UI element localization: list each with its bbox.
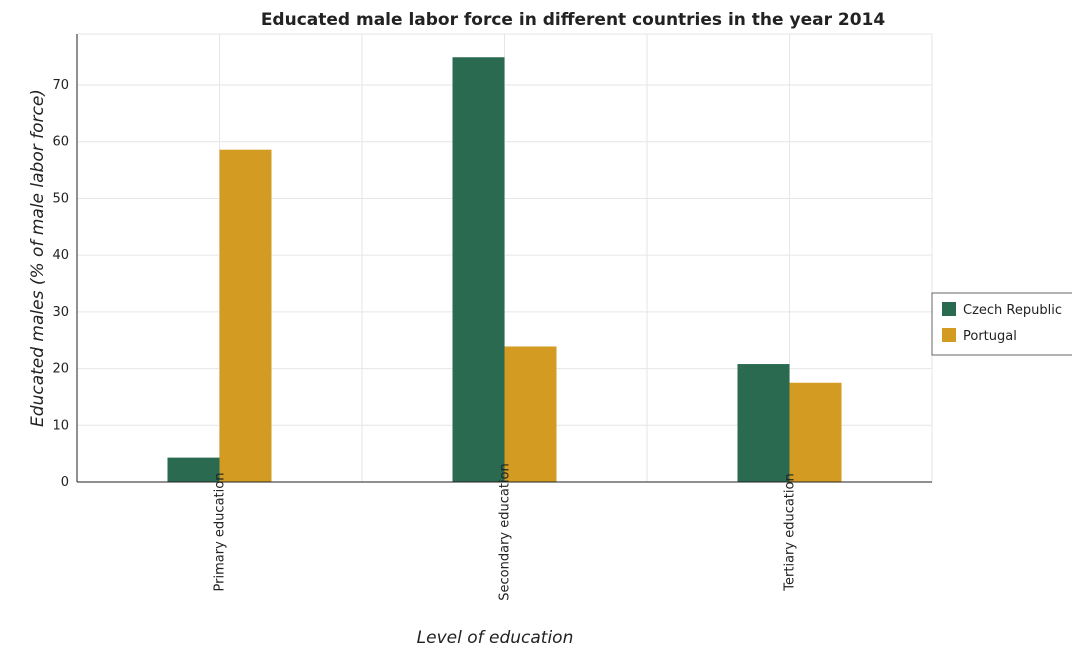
y-tick-label: 0 bbox=[61, 475, 69, 490]
legend-swatch-czech-republic bbox=[942, 302, 956, 316]
x-axis-label: Level of education bbox=[417, 628, 574, 648]
y-tick-label: 50 bbox=[52, 191, 69, 206]
bars bbox=[167, 57, 842, 482]
bar-czech-republic-secondary-education bbox=[452, 57, 505, 482]
bar-portugal-tertiary-education bbox=[789, 382, 842, 482]
axes: 0 10 20 30 40 50 60 70 Primary education Secondar… bbox=[52, 34, 932, 601]
legend-label-portugal: Portugal bbox=[963, 329, 1017, 344]
bar-portugal-primary-education bbox=[219, 149, 272, 482]
chart-title: Educated male labor force in different c… bbox=[261, 10, 886, 30]
bar-portugal-secondary-education bbox=[504, 346, 557, 482]
y-tick-label: 30 bbox=[52, 305, 69, 320]
legend-label-czech-republic: Czech Republic bbox=[963, 303, 1062, 318]
x-tick-label: Tertiary education bbox=[783, 473, 798, 591]
legend-swatch-portugal bbox=[942, 328, 956, 342]
y-tick-label: 70 bbox=[52, 78, 69, 93]
y-axis-label: Educated males (% of male labor force) bbox=[28, 89, 48, 427]
y-tick-label: 40 bbox=[52, 248, 69, 263]
y-tick-label: 60 bbox=[52, 135, 69, 150]
bar-czech-republic-tertiary-education bbox=[737, 364, 790, 482]
y-tick-label: 10 bbox=[52, 418, 69, 433]
x-tick-label: Primary education bbox=[213, 473, 228, 592]
legend: Czech Republic Portugal bbox=[931, 292, 1072, 356]
x-tick-label: Secondary education bbox=[498, 463, 513, 600]
y-tick-label: 20 bbox=[52, 362, 69, 377]
bar-czech-republic-primary-education bbox=[167, 457, 220, 482]
